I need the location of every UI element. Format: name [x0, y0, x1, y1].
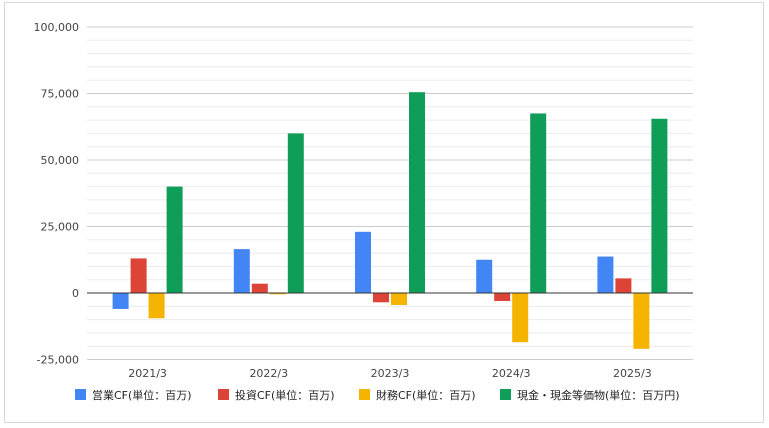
x-tick-label: 2022/3	[249, 367, 288, 380]
bar-2-2025-3	[615, 278, 632, 293]
y-tick-label: 0	[72, 287, 79, 300]
x-tick-label: 2023/3	[371, 367, 410, 380]
bar-3-2024-3	[512, 293, 529, 343]
legend-label: 現金・現金等価物(単位：百万円)	[517, 388, 680, 402]
bar-1-2022-3	[233, 249, 250, 293]
legend-label: 投資CF(単位：百万)	[235, 388, 335, 402]
y-tick-label: 75,000	[41, 88, 80, 101]
bar-4-2024-3	[530, 113, 547, 293]
bar-3-2023-3	[391, 293, 407, 305]
legend-label: 財務CF(単位：百万)	[376, 388, 476, 402]
bar-2-2023-3	[373, 293, 389, 303]
bar-3-2021-3	[148, 293, 165, 319]
bar-2-2024-3	[494, 293, 511, 301]
x-tick-label: 2024/3	[492, 367, 531, 380]
bar-2-2022-3	[251, 283, 268, 293]
x-tick-label: 2021/3	[128, 367, 167, 380]
legend-swatch	[218, 389, 229, 400]
bar-1-2025-3	[597, 256, 614, 293]
bar-1-2021-3	[112, 293, 129, 309]
bar-4-2025-3	[651, 118, 668, 294]
x-tick-label: 2025/3	[613, 367, 652, 380]
legend-swatch	[500, 389, 511, 400]
bar-3-2022-3	[269, 293, 286, 295]
bar-3-2025-3	[633, 293, 650, 349]
y-tick-label: 25,000	[41, 221, 80, 234]
legend-swatch	[359, 389, 370, 400]
y-tick-label: 50,000	[41, 154, 80, 167]
y-tick-label: -25,000	[37, 354, 79, 367]
bar-4-2021-3	[166, 186, 183, 293]
legend-label: 営業CF(単位：百万)	[92, 388, 192, 402]
bar-1-2023-3	[355, 231, 371, 293]
chart-frame	[4, 2, 764, 423]
bar-4-2023-3	[409, 92, 425, 293]
bar-4-2022-3	[287, 133, 304, 293]
y-tick-label: 100,000	[34, 21, 80, 34]
legend-swatch	[75, 389, 86, 400]
bar-2-2021-3	[130, 258, 147, 293]
bar-1-2024-3	[476, 259, 493, 293]
